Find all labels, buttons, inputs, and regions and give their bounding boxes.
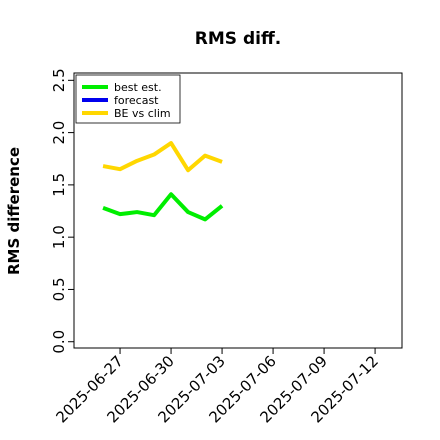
y-tick-label: 0.0 (50, 330, 68, 354)
y-tick-label: 1.0 (50, 225, 68, 249)
legend-label: forecast (114, 94, 159, 107)
y-tick-label: 0.5 (50, 278, 68, 302)
chart-title: RMS diff. (195, 29, 281, 49)
y-axis-label: RMS difference (5, 147, 23, 275)
y-tick-label: 2.5 (50, 68, 68, 92)
plot-frame (73, 72, 403, 349)
series-line (102, 192, 224, 222)
y-tick-label: 2.0 (50, 121, 68, 145)
legend-label: BE vs clim (114, 107, 171, 120)
legend-label: best est. (114, 81, 162, 94)
y-tick-label: 1.5 (50, 173, 68, 197)
series-line (102, 141, 223, 173)
